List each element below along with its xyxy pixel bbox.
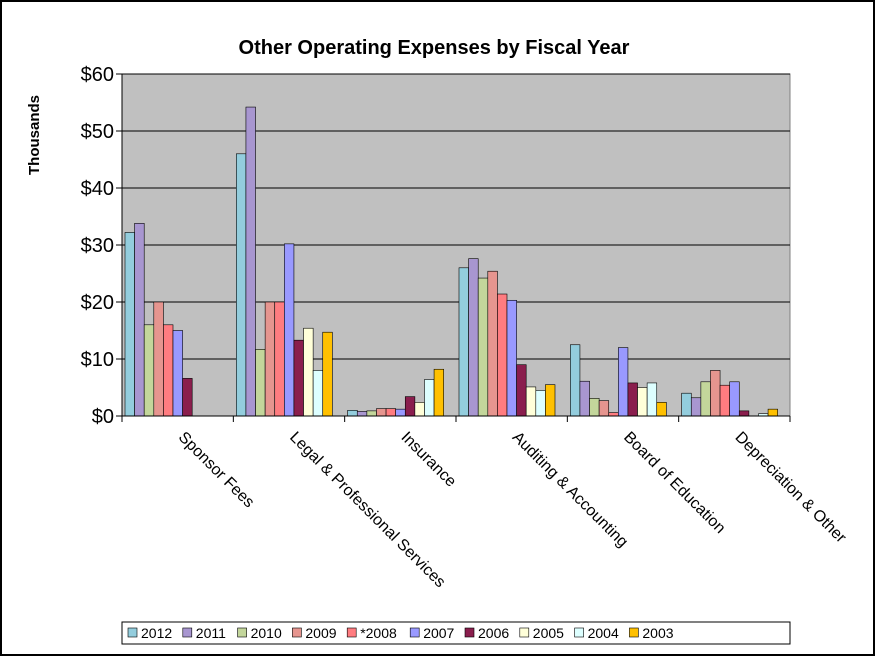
legend-box [121, 621, 791, 645]
bar-2011-1 [245, 106, 256, 417]
bar-2011-3 [468, 258, 479, 417]
bar-star2008-4 [608, 412, 619, 417]
bar-star2008-1 [274, 301, 285, 417]
bar-2009-1 [264, 301, 276, 417]
bar-2007-2 [395, 408, 406, 417]
category-label: Auditing & Accounting [509, 429, 631, 551]
bar-2012-5 [681, 392, 692, 417]
bar-2009-0 [153, 301, 164, 417]
bar-2010-0 [143, 324, 155, 417]
legend-swatch [464, 627, 475, 638]
bar-2009-2 [376, 408, 387, 417]
legend-swatch [574, 627, 584, 638]
bar-2010-3 [477, 277, 489, 417]
legend-label: 2007 [423, 625, 454, 641]
legend-swatch [629, 627, 639, 638]
bar-2007-3 [506, 299, 517, 417]
bar-2004-4 [646, 382, 658, 417]
legend-swatch [519, 627, 530, 638]
bar-2006-0 [182, 378, 193, 417]
y-axis-ticks: $0 $10 $20 $30 $40 $50 $60 [81, 64, 122, 428]
bar-2003-4 [656, 402, 667, 417]
legend-swatch [346, 627, 357, 638]
bar-2007-1 [284, 243, 295, 417]
bar-2012-3 [458, 267, 469, 417]
bar-2009-4 [598, 400, 610, 417]
bar-2003-2 [433, 368, 444, 417]
bar-2006-4 [627, 382, 638, 417]
bar-2005-4 [637, 387, 648, 417]
bar-2011-4 [579, 380, 590, 417]
bar-2004-2 [424, 379, 435, 417]
legend-label: 2009 [305, 625, 336, 641]
legend: 2012 2011 2010 2009 *2008 2007 2006 2005 2004 200… [121, 621, 791, 645]
bar-2005-2 [414, 402, 425, 417]
bar-2009-5 [710, 370, 721, 417]
legend-swatch [409, 627, 420, 638]
legend-label: 2011 [196, 625, 226, 641]
legend-swatch [237, 627, 247, 638]
legend-label: 2012 [141, 625, 172, 641]
bar-2010-4 [589, 398, 600, 417]
plot-area [121, 73, 791, 417]
bar-star2008-3 [497, 293, 508, 417]
bar-2007-4 [618, 347, 629, 417]
bar-star2008-2 [385, 408, 396, 417]
bar-2004-1 [312, 370, 324, 417]
bar-2006-5 [738, 410, 750, 417]
bar-2003-5 [767, 408, 778, 417]
category-label: Depreciation & Other [732, 429, 850, 547]
category-label: Sponsor Fees [175, 429, 257, 511]
bar-2012-1 [236, 153, 247, 417]
bar-2012-0 [124, 232, 135, 417]
bar-2003-3 [545, 384, 556, 417]
x-axis-categories: Sponsor Fees Legal & Professional Service… [121, 416, 850, 591]
bar-2009-3 [487, 270, 498, 417]
y-tick-label: $50 [81, 121, 114, 143]
legend-label: 2003 [642, 625, 673, 641]
bar-2004-3 [535, 390, 546, 417]
category-label: Insurance [398, 429, 460, 491]
bar-2003-1 [322, 331, 333, 417]
bar-2005-3 [525, 386, 537, 417]
y-tick-label: $20 [81, 292, 114, 314]
legend-swatch [127, 627, 138, 638]
legend-label: 2006 [478, 625, 509, 641]
bar-2006-3 [516, 364, 527, 417]
y-axis-label: Thousands [26, 95, 43, 175]
bar-star2008-0 [163, 324, 174, 417]
bar-2011-2 [356, 411, 368, 417]
bar-2007-0 [172, 330, 183, 417]
bar-2012-4 [570, 344, 581, 417]
y-tick-label: $10 [81, 349, 114, 371]
bar-2010-5 [700, 381, 711, 417]
bar-star2008-5 [719, 384, 730, 417]
bar-2011-5 [690, 397, 702, 417]
y-tick-label: $40 [81, 178, 114, 200]
bar-2005-1 [303, 327, 314, 417]
bar-2010-1 [255, 349, 266, 417]
legend-swatch [182, 627, 193, 638]
y-tick-label: $30 [81, 235, 114, 257]
bar-2007-5 [729, 381, 740, 417]
legend-label: *2008 [360, 625, 397, 641]
bar-2006-1 [293, 339, 304, 417]
bar-2011-0 [134, 223, 145, 417]
bar-2012-2 [347, 409, 358, 417]
bar-2010-2 [366, 410, 377, 417]
legend-label: 2004 [588, 625, 619, 641]
y-tick-label: $0 [92, 406, 114, 428]
bar-2006-2 [404, 396, 416, 417]
legend-label: 2010 [251, 625, 282, 641]
category-label: Board of Education [620, 429, 728, 537]
legend-swatch [292, 627, 302, 638]
y-tick-label: $60 [81, 64, 114, 86]
legend-label: 2005 [533, 625, 564, 641]
chart-title: Other Operating Expenses by Fiscal Year [239, 37, 630, 59]
